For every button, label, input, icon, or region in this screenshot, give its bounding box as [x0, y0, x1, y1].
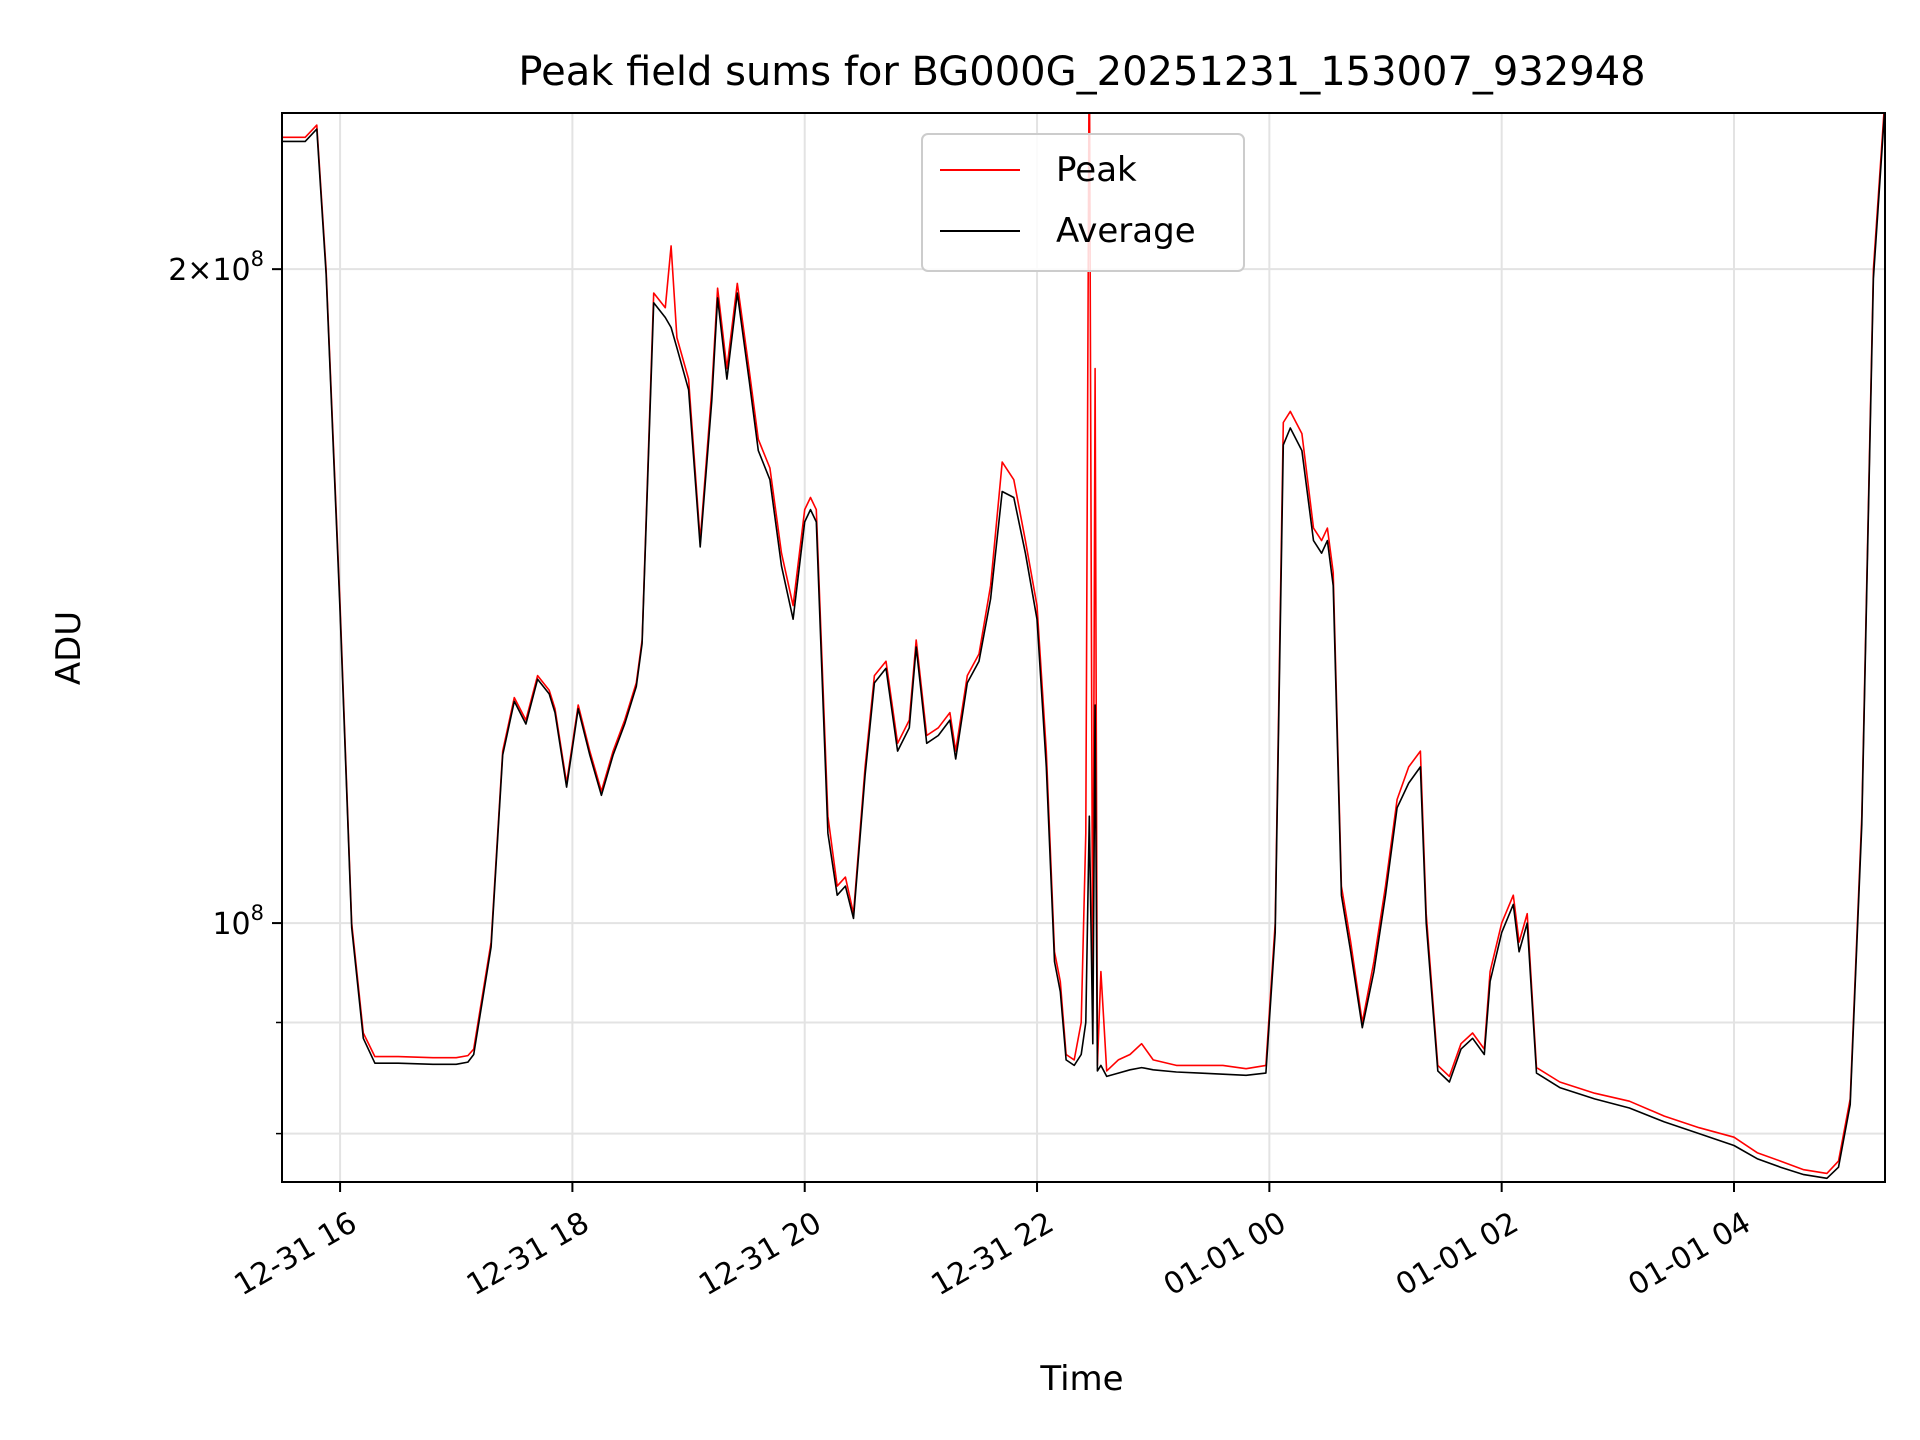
x-axis-label: Time — [1039, 1359, 1123, 1399]
legend-box — [921, 133, 1245, 272]
chart-title: Peak field sums for BG000G_20251231_1530… — [518, 49, 1645, 95]
series-line-average — [282, 113, 1885, 1180]
y-axis-label: ADU — [49, 611, 89, 685]
legend-peak-label: Peak — [1056, 150, 1137, 190]
series-layer — [282, 113, 1885, 1180]
legend: Peak Average — [921, 133, 1245, 272]
y-axis: 108 2×108 — [168, 247, 282, 1135]
y-tick-label: 2×108 — [168, 247, 264, 288]
y-tick-label: 108 — [212, 901, 264, 942]
series-line-peak — [282, 113, 1885, 1175]
legend-average-label: Average — [1056, 211, 1196, 251]
plot-frame — [281, 112, 1886, 1183]
grid — [282, 113, 1885, 1182]
